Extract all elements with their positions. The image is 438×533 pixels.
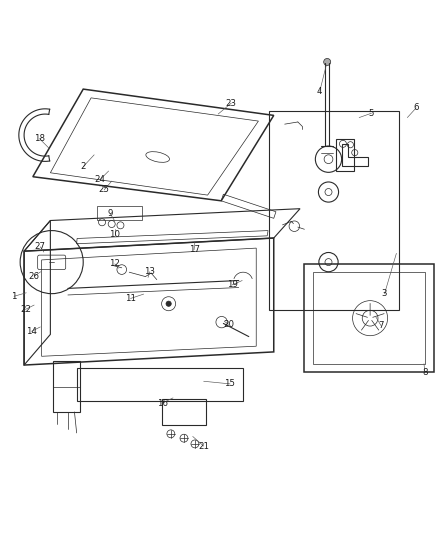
Text: 4: 4: [317, 87, 322, 96]
Text: 26: 26: [28, 272, 40, 281]
Text: 21: 21: [198, 441, 209, 450]
Text: 11: 11: [125, 294, 136, 303]
Text: 25: 25: [99, 185, 110, 195]
Text: 9: 9: [108, 209, 113, 219]
Text: 22: 22: [20, 305, 31, 314]
Text: 17: 17: [188, 245, 200, 254]
Text: 1: 1: [11, 292, 17, 301]
Text: 27: 27: [35, 243, 46, 251]
Text: 20: 20: [223, 320, 234, 329]
Circle shape: [324, 59, 331, 66]
Text: 16: 16: [156, 399, 168, 408]
Text: 8: 8: [422, 368, 427, 377]
Bar: [269, 111, 399, 310]
Text: 23: 23: [226, 99, 237, 108]
Text: 14: 14: [26, 327, 37, 336]
Text: 10: 10: [109, 230, 120, 239]
Text: 13: 13: [144, 267, 155, 276]
Text: 7: 7: [378, 321, 384, 330]
Text: 3: 3: [382, 289, 387, 298]
Text: 5: 5: [369, 109, 374, 118]
Text: 6: 6: [413, 103, 419, 112]
Text: 18: 18: [34, 134, 45, 143]
Text: 2: 2: [81, 162, 86, 171]
Text: 15: 15: [224, 379, 236, 389]
Circle shape: [166, 301, 171, 306]
Text: 19: 19: [227, 280, 237, 289]
Text: 12: 12: [109, 260, 120, 269]
Text: 24: 24: [94, 175, 106, 184]
